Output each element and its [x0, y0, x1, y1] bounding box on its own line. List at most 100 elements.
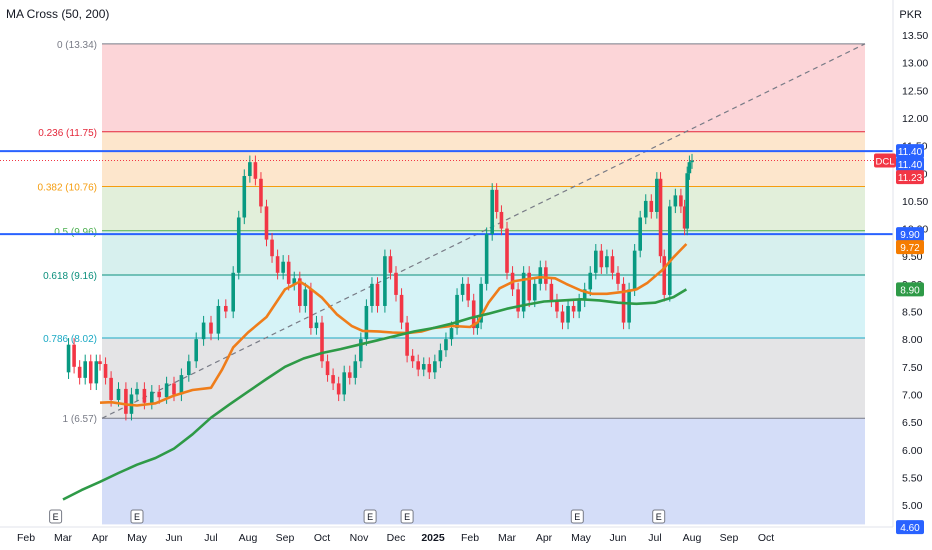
symbol-tag: DCL — [875, 157, 894, 168]
candle-body — [83, 361, 87, 378]
price-label: 11.40 — [898, 160, 923, 171]
time-tick: Aug — [239, 532, 258, 544]
candle-body — [286, 261, 291, 284]
candle-body — [658, 178, 663, 257]
candle-body — [242, 176, 247, 218]
candle-body — [605, 256, 609, 268]
fib-level-label: 0.236 (11.75) — [38, 128, 97, 139]
candle-body — [309, 289, 313, 329]
price-label-bg — [896, 227, 924, 242]
earnings-marker-label: E — [656, 512, 662, 522]
candle-body — [416, 361, 420, 370]
price-tick: 5.00 — [902, 500, 923, 512]
earnings-marker — [49, 509, 63, 524]
price-label-bg — [896, 144, 924, 159]
time-tick: Nov — [350, 532, 369, 544]
earnings-marker-label: E — [574, 512, 580, 522]
candle-body — [281, 261, 285, 273]
fib-zone — [102, 43, 865, 132]
candle-body — [649, 200, 654, 212]
candle-body — [72, 344, 76, 367]
fib-level-label: 0 (13.34) — [57, 40, 97, 51]
fib-level-label: 0.618 (9.16) — [43, 271, 97, 282]
candle-body — [77, 366, 82, 378]
time-tick: Jun — [166, 532, 183, 544]
candle-body — [544, 267, 548, 284]
candle-body — [532, 283, 537, 301]
candle-body — [662, 256, 667, 295]
time-tick: Feb — [17, 532, 35, 544]
candle-body — [582, 289, 587, 301]
candle-body — [347, 372, 352, 378]
time-tick: Mar — [54, 532, 73, 544]
candle-body — [142, 388, 147, 403]
candle-body — [555, 300, 559, 312]
earnings-marker — [570, 509, 584, 524]
candle-body — [484, 234, 489, 284]
candle-body — [673, 195, 678, 207]
earnings-marker — [400, 509, 414, 524]
candle-body — [460, 283, 465, 295]
candle-body — [433, 361, 437, 373]
price-tick: 6.50 — [902, 417, 923, 429]
candle-body — [187, 361, 191, 376]
price-tick: 5.50 — [902, 472, 923, 484]
earnings-marker-label: E — [53, 512, 59, 522]
candle-body — [216, 305, 221, 334]
candle-body — [157, 391, 161, 398]
time-tick: Aug — [683, 532, 702, 544]
candle-body — [466, 283, 470, 301]
candle-body — [577, 300, 581, 312]
fib-zone-extension — [102, 418, 865, 525]
candle-body — [627, 289, 631, 323]
candle-body — [521, 272, 526, 312]
candle-body — [566, 305, 570, 323]
candle-body — [449, 328, 454, 340]
candle-body — [394, 272, 398, 295]
price-tick: 6.00 — [902, 445, 923, 457]
earnings-marker-label: E — [367, 512, 373, 522]
price-tick: 13.00 — [902, 58, 928, 70]
candle-body — [172, 383, 176, 395]
price-label-bg — [896, 520, 924, 535]
candle-body — [116, 388, 121, 400]
candle-body — [342, 372, 346, 395]
series-ma200 — [62, 288, 688, 501]
candle-body — [599, 250, 604, 268]
candle-body — [444, 339, 448, 351]
candle-body — [331, 375, 335, 384]
candle-body — [388, 256, 393, 273]
candle-body — [405, 322, 409, 356]
price-label: 9.90 — [900, 230, 920, 241]
candle-body — [588, 272, 593, 290]
candle-body — [682, 206, 687, 229]
candle-body — [560, 311, 565, 323]
candle-body — [88, 361, 93, 384]
indicator-title[interactable]: MA Cross (50, 200) — [6, 7, 110, 21]
candle-body — [135, 388, 139, 395]
time-tick: Sep — [276, 532, 295, 544]
time-tick: Apr — [536, 532, 553, 544]
candle-body — [632, 250, 637, 290]
candle-body — [471, 300, 476, 329]
price-label: 11.40 — [898, 147, 923, 158]
candle-body — [499, 211, 504, 229]
candle-body — [655, 178, 659, 212]
earnings-marker — [130, 509, 144, 524]
candle-body — [275, 256, 280, 273]
candle-body — [383, 256, 387, 306]
price-label-bg — [896, 157, 924, 172]
fib-trend-line — [101, 43, 866, 419]
time-tick: Jul — [648, 532, 661, 544]
price-label-bg — [896, 170, 924, 185]
fib-zone — [102, 186, 865, 231]
candle-body — [201, 322, 206, 340]
candle-body — [231, 272, 235, 312]
candle-body — [109, 377, 113, 400]
candle-body — [325, 361, 330, 376]
candle-body — [124, 388, 128, 414]
time-tick: Oct — [758, 532, 774, 544]
time-tick: May — [571, 532, 592, 544]
